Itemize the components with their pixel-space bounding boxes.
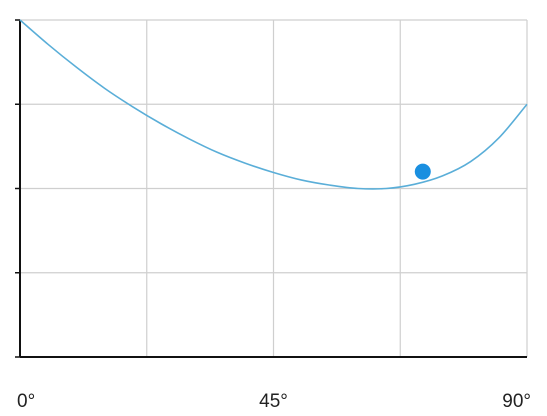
x-tick-label: 0°	[17, 391, 35, 412]
x-tick-labels: 0° 45° 90°	[17, 391, 531, 412]
x-tick-label: 90°	[502, 391, 531, 412]
highlight-point	[414, 163, 431, 180]
grid-lines	[20, 19, 528, 357]
marker-layer	[414, 163, 431, 180]
series-layer	[19, 19, 528, 190]
x-tick-label: 45°	[259, 391, 288, 412]
axes	[15, 19, 527, 358]
series-line	[19, 19, 528, 190]
